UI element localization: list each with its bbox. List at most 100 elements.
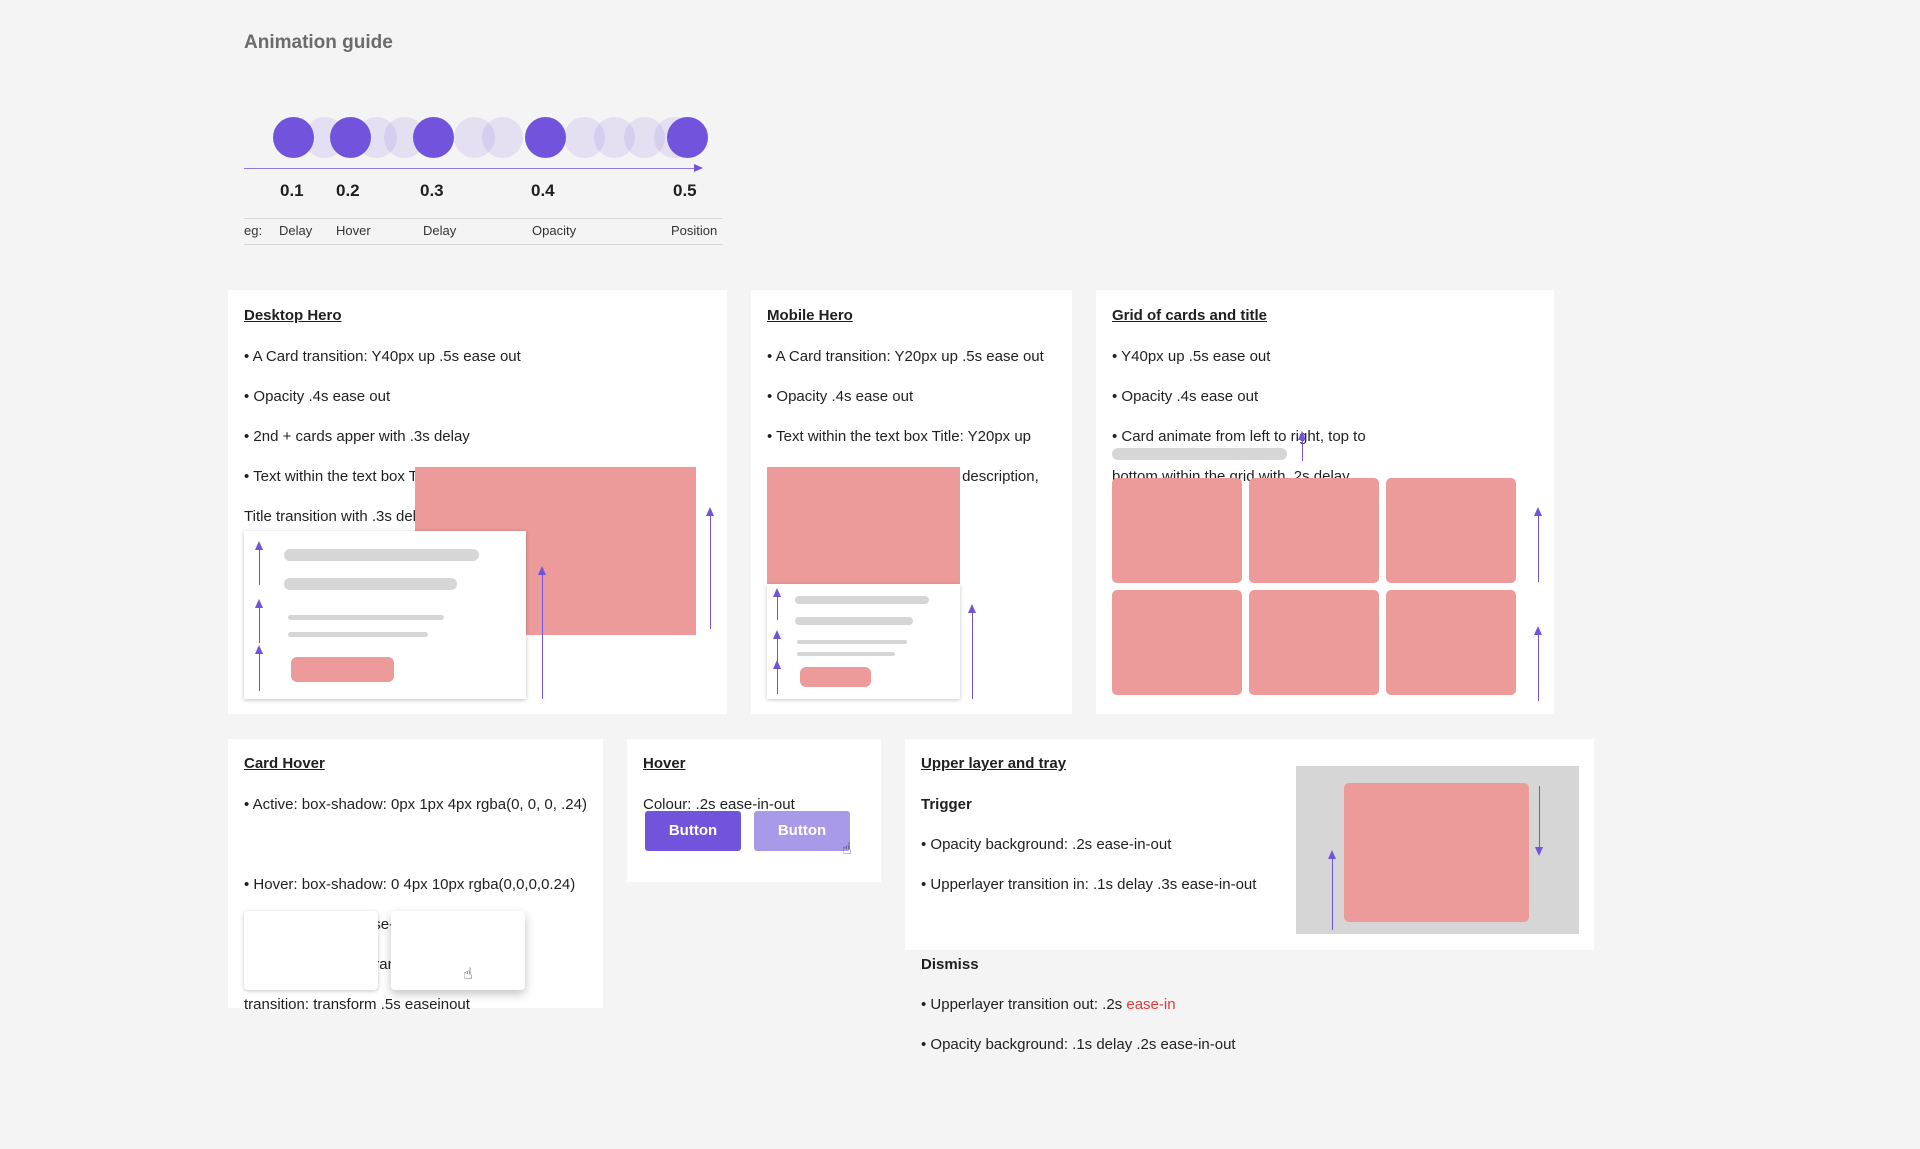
timeline-number: 0.3: [420, 181, 444, 200]
grid-card-placeholder: [1112, 478, 1242, 583]
upper-layer-panel: [1344, 783, 1529, 922]
card-hover-card: Card Hover • Active: box-shadow: 0px 1px…: [228, 739, 603, 1013]
up-arrow-icon: [1298, 431, 1306, 461]
page-title: Animation guide: [244, 32, 393, 53]
grid-card-placeholder: [1112, 590, 1242, 695]
description-line: • Opacity background: .2s ease-in-out: [921, 836, 1172, 853]
timeline-ghost-dot: [454, 117, 495, 158]
divider: [244, 244, 723, 245]
up-arrow-icon: [255, 645, 263, 691]
timeline-label: Delay: [423, 223, 457, 238]
hand-cursor-icon: ☝: [463, 966, 473, 983]
timeline-number: 0.1: [280, 181, 304, 200]
button-placeholder: [800, 667, 871, 687]
card-title: Mobile Hero: [767, 307, 853, 324]
description-line: • 2nd + cards apper with .3s delay: [244, 428, 470, 445]
timeline-dot: [525, 117, 566, 158]
timeline-dot: [330, 117, 371, 158]
description-line: Colour: .2s ease-in-out: [643, 796, 795, 813]
text-placeholder: [288, 615, 444, 620]
timeline-label: Hover: [336, 223, 371, 238]
hero-text-box: [767, 584, 960, 699]
timeline-label: Delay: [279, 223, 313, 238]
description-line: • Upperlayer transition out: .2s ease-in: [921, 995, 1301, 1015]
timeline: 0.1 0.2 0.3 0.4 0.5 eg: Delay Hover Dela…: [244, 110, 724, 250]
card-title: Desktop Hero: [244, 307, 342, 324]
trigger-heading: Trigger: [921, 796, 972, 813]
description-line: • Card animate from left to right, top t…: [1112, 428, 1366, 445]
up-arrow-icon: [773, 588, 781, 620]
overlay-background: [1296, 766, 1579, 934]
up-arrow-icon: [773, 660, 781, 694]
timeline-number: 0.4: [531, 181, 555, 200]
up-arrow-icon: [255, 541, 263, 585]
text-placeholder: [284, 578, 457, 590]
card-description: Colour: .2s ease-in-out: [643, 775, 795, 835]
description-line: • A Card transition: Y20px up .5s ease o…: [767, 348, 1044, 365]
title-placeholder: [1112, 448, 1287, 460]
hand-cursor-icon: ☝: [842, 841, 852, 858]
up-arrow-icon: [255, 599, 263, 643]
hover-card: Hover Colour: .2s ease-in-out Button But…: [627, 739, 881, 882]
divider: [244, 218, 723, 219]
description-line: • Opacity .4s ease out: [767, 388, 914, 405]
spacer: [921, 915, 1301, 935]
hero-text-box: [244, 531, 526, 699]
card-title: Upper layer and tray: [921, 755, 1067, 772]
text-placeholder: [797, 640, 907, 644]
description-line: • Opacity background: .1s delay .2s ease…: [921, 1036, 1236, 1053]
timeline-dot: [273, 117, 314, 158]
grid-card-placeholder: [1386, 478, 1516, 583]
grid-card-placeholder: [1249, 590, 1379, 695]
card-title: Grid of cards and title: [1112, 307, 1268, 324]
text-placeholder: [284, 549, 479, 561]
up-arrow-icon: [773, 630, 781, 662]
description-line: • Y40px up .5s ease out: [1112, 348, 1271, 365]
timeline-ghost-dot: [624, 117, 665, 158]
upper-layer-card: Upper layer and tray Trigger • Opacity b…: [905, 739, 1594, 1053]
timeline-number: 0.2: [336, 181, 360, 200]
desktop-hero-card: Desktop Hero • A Card transition: Y40px …: [228, 290, 727, 714]
description-line: • Active: box-shadow: 0px 1px 4px rgba(0…: [244, 796, 587, 813]
timeline-dot: [413, 117, 454, 158]
timeline-dot: [667, 117, 708, 158]
card-title: Card Hover: [244, 755, 325, 772]
description-line: [244, 835, 604, 855]
description-line: • Hover: box-shadow: 0 4px 10px rgba(0,0…: [244, 876, 576, 893]
card-description: Trigger • Opacity background: .2s ease-i…: [921, 775, 1301, 1075]
text-placeholder: [797, 652, 895, 656]
button-label: Button: [777, 822, 827, 839]
timeline-ghost-dot: [482, 117, 523, 158]
timeline-label: eg:: [244, 223, 263, 238]
card-title: Hover: [643, 755, 686, 772]
up-arrow-icon: [1534, 626, 1542, 701]
timeline-arrow: [244, 164, 703, 172]
up-arrow-icon: [1328, 850, 1336, 930]
description-line: • Upperlayer transition in: .1s delay .3…: [921, 876, 1257, 893]
card-description: • Active: box-shadow: 0px 1px 4px rgba(0…: [244, 775, 604, 1035]
up-arrow-icon: [538, 566, 546, 699]
hover-card-example[interactable]: ☝: [391, 911, 525, 990]
description-line: • A Card transition: Y40px up .5s ease o…: [244, 348, 521, 365]
primary-button[interactable]: Button: [645, 811, 741, 851]
grid-cards-card: Grid of cards and title • Y40px up .5s e…: [1096, 290, 1554, 714]
text-placeholder: [795, 596, 929, 604]
timeline-ghost-dot: [564, 117, 605, 158]
description-line: • Opacity .4s ease out: [1112, 388, 1259, 405]
button-placeholder: [291, 657, 394, 682]
description-line: • Text within the text box Title: Y20px …: [767, 428, 1032, 445]
dismiss-heading: Dismiss: [921, 956, 979, 973]
timeline-label: Opacity: [532, 223, 577, 238]
timeline-ghost-dot: [594, 117, 635, 158]
description-line: • Opacity .4s ease out: [244, 388, 391, 405]
primary-button-hover[interactable]: Button: [754, 811, 850, 851]
timeline-number: 0.5: [673, 181, 697, 200]
up-arrow-icon: [706, 507, 714, 629]
dismiss-line-text: • Upperlayer transition out: .2s: [921, 996, 1127, 1013]
mobile-hero-card: Mobile Hero • A Card transition: Y20px u…: [751, 290, 1072, 714]
text-placeholder: [795, 617, 913, 625]
grid-card-placeholder: [1386, 590, 1516, 695]
description-line: transition: transform .5s easeinout: [244, 996, 470, 1013]
active-card-example[interactable]: [244, 911, 378, 990]
ease-in-highlight: ease-in: [1126, 996, 1176, 1013]
